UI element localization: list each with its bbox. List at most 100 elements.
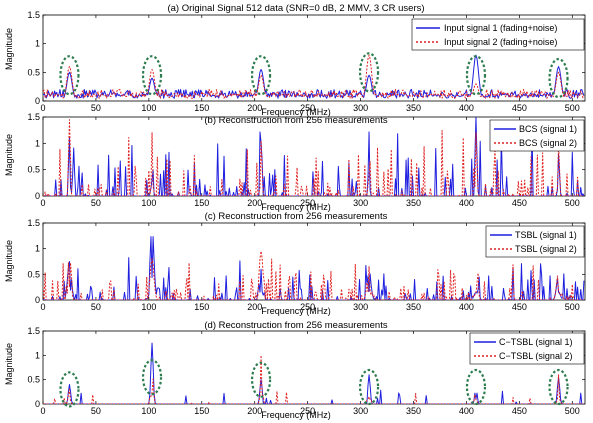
highlight-ellipse	[465, 55, 487, 96]
y-tick-label: 1	[35, 39, 40, 49]
series-group	[43, 54, 585, 99]
highlight-ellipse	[465, 368, 487, 406]
x-tick-label: 150	[194, 406, 209, 416]
series-line-2	[43, 119, 584, 196]
legend-label-series-1: Input signal 1 (fading+noise)	[444, 23, 557, 33]
x-tick-label: 300	[353, 103, 368, 113]
legend: BCS (signal 1) BCS (signal 2)	[489, 119, 585, 152]
x-axis-label: Frequency (MHz)	[261, 107, 331, 117]
legend-box	[489, 119, 585, 152]
x-tick-label: 100	[141, 103, 156, 113]
x-tick-label: 100	[141, 406, 156, 416]
x-tick-label: 350	[406, 198, 421, 208]
series-group	[43, 236, 585, 300]
x-tick-label: 200	[247, 103, 262, 113]
panel-title: (d) Reconstruction from 256 measurements	[204, 320, 387, 331]
x-tick-label: 50	[91, 302, 101, 312]
legend-label-series-1: BCS (signal 1)	[519, 124, 577, 134]
y-tick-label: 0	[35, 96, 40, 106]
plot-marks: 0 50 100 150 200 250 300 350 400 450 500 0 0.5 1 1.5	[27, 112, 586, 208]
x-tick-label: 100	[141, 302, 156, 312]
highlight-ellipse	[141, 359, 163, 396]
x-tick-label: 400	[459, 198, 474, 208]
legend-label-series-2: Input signal 2 (fading+noise)	[444, 37, 557, 47]
legend-label-series-2: BCS (signal 2)	[519, 138, 577, 148]
x-tick-label: 450	[512, 198, 527, 208]
x-tick-label: 450	[512, 406, 527, 416]
legend-label-series-2: C−TSBL (signal 2)	[499, 351, 572, 361]
legend-label-series-1: C−TSBL (signal 1)	[499, 337, 572, 347]
legend-label-series-1: TSBL (signal 1)	[515, 230, 577, 240]
panel-title: (b) Reconstruction from 256 measurements	[204, 115, 387, 126]
legend: TSBL (signal 1) TSBL (signal 2)	[485, 225, 585, 258]
y-axis-label: Magnitude	[4, 343, 14, 385]
x-tick-label: 300	[353, 406, 368, 416]
x-tick-label: 350	[406, 302, 421, 312]
legend-box	[485, 225, 585, 258]
y-tick-label: 1.5	[27, 112, 40, 122]
highlight-ellipse	[548, 57, 569, 99]
legend-box	[469, 332, 585, 365]
highlight-ellipse	[59, 371, 80, 408]
x-axis-label: Frequency (MHz)	[261, 410, 331, 420]
x-tick-label: 400	[459, 302, 474, 312]
x-tick-label: 500	[565, 103, 580, 113]
y-tick-label: 0.5	[27, 375, 40, 385]
x-tick-label: 50	[91, 198, 101, 208]
plot-area	[42, 116, 586, 197]
y-tick-label: 0	[35, 295, 40, 305]
highlight-ellipse	[59, 55, 80, 96]
x-tick-label: 200	[247, 406, 262, 416]
series-group	[43, 117, 585, 196]
y-tick-label: 1.5	[27, 10, 40, 20]
legend-label-series-2: TSBL (signal 2)	[515, 244, 577, 254]
y-tick-label: 1.5	[27, 218, 40, 228]
x-tick-label: 150	[194, 103, 209, 113]
x-axis-label: Frequency (MHz)	[261, 202, 331, 212]
y-tick-label: 0.5	[27, 165, 40, 175]
panel-b: (b) Reconstruction from 256 measurements…	[4, 112, 586, 212]
x-tick-label: 50	[91, 103, 101, 113]
highlight-ellipse	[141, 55, 163, 96]
x-tick-label: 400	[459, 103, 474, 113]
panel-title: (a) Original Signal 512 data (SNR=0 dB, …	[167, 3, 424, 14]
x-tick-label: 100	[141, 198, 156, 208]
x-tick-label: 450	[512, 103, 527, 113]
x-axis-label: Frequency (MHz)	[261, 306, 331, 316]
x-tick-label: 250	[300, 302, 315, 312]
y-tick-label: 0.5	[27, 67, 40, 77]
x-tick-label: 250	[300, 198, 315, 208]
plot-marks: 0 50 100 150 200 250 300 350 400 450 500 0 0.5 1 1.5	[27, 218, 586, 312]
highlight-ellipse	[250, 361, 272, 398]
panel-title: (c) Reconstruction from 256 measurements	[205, 211, 388, 222]
x-tick-label: 300	[353, 198, 368, 208]
y-tick-label: 1	[35, 350, 40, 360]
legend: Input signal 1 (fading+noise) Input sign…	[411, 18, 585, 51]
highlight-ellipse	[250, 55, 272, 96]
legend: C−TSBL (signal 1) C−TSBL (signal 2)	[469, 332, 585, 365]
plot-marks: 0 50 100 150 200 250 300 350 400 450 500 0 0.5 1 1.5	[27, 326, 586, 416]
x-tick-label: 0	[40, 198, 45, 208]
panel-c: (c) Reconstruction from 256 measurements…	[4, 211, 586, 316]
x-tick-label: 250	[300, 406, 315, 416]
y-tick-label: 1	[35, 244, 40, 254]
panel-d: (d) Reconstruction from 256 measurements…	[4, 320, 586, 420]
x-tick-label: 500	[565, 198, 580, 208]
x-tick-label: 300	[353, 302, 368, 312]
y-axis-label: Magnitude	[4, 28, 14, 70]
y-tick-label: 0	[35, 191, 40, 201]
x-tick-label: 500	[565, 302, 580, 312]
x-tick-label: 150	[194, 302, 209, 312]
x-tick-label: 200	[247, 198, 262, 208]
x-tick-label: 200	[247, 302, 262, 312]
y-tick-label: 1.5	[27, 326, 40, 336]
panel-a: (a) Original Signal 512 data (SNR=0 dB, …	[4, 3, 586, 117]
y-axis-label: Magnitude	[4, 240, 14, 282]
x-tick-label: 500	[565, 406, 580, 416]
series-line-2	[43, 54, 585, 99]
legend-box	[411, 18, 585, 51]
y-axis-label: Magnitude	[4, 134, 14, 176]
x-tick-label: 150	[194, 198, 209, 208]
plot-area	[42, 14, 586, 102]
